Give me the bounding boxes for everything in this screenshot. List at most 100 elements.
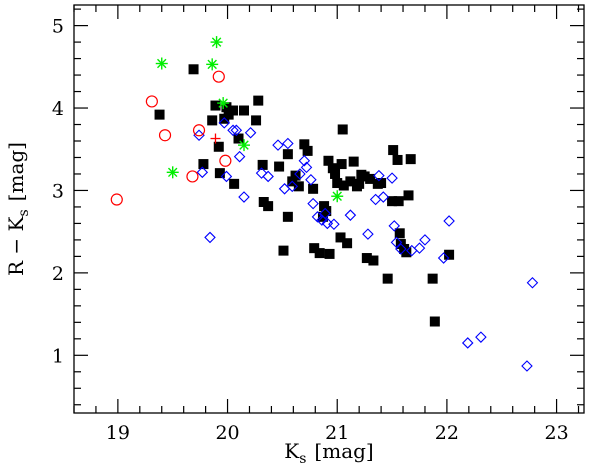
data-point-diamond xyxy=(311,211,324,223)
data-point-square xyxy=(253,95,264,106)
data-point-square xyxy=(354,178,365,189)
data-point-square xyxy=(444,249,455,260)
data-point-square xyxy=(228,105,239,116)
data-point-square xyxy=(299,139,310,150)
data-point-circle xyxy=(219,154,232,167)
data-point-diamond xyxy=(196,166,209,179)
data-point-diamond xyxy=(218,117,231,129)
data-point-square xyxy=(323,155,334,166)
data-point-square xyxy=(257,159,268,170)
data-point-square xyxy=(321,206,332,217)
data-point-diamond xyxy=(419,234,431,246)
data-point-diamond xyxy=(475,331,487,343)
data-point-square xyxy=(282,149,293,160)
data-point-diamond xyxy=(298,155,311,167)
data-point-square xyxy=(213,141,224,152)
data-point-diamond xyxy=(220,170,233,183)
data-point-square xyxy=(290,170,301,181)
data-point-square xyxy=(229,178,240,189)
data-point-square xyxy=(387,196,398,207)
data-point-diamond xyxy=(443,215,455,227)
data-point-diamond xyxy=(230,124,243,137)
data-point-square xyxy=(154,109,165,120)
data-point-diamond xyxy=(227,124,239,137)
data-point-square xyxy=(214,168,225,179)
data-point-square xyxy=(324,248,335,259)
data-point-square xyxy=(263,201,274,212)
x-tick-label: 19 xyxy=(106,422,130,444)
data-point-square xyxy=(394,228,405,239)
data-point-square xyxy=(342,238,353,249)
data-point-diamond xyxy=(255,167,268,179)
data-point-square xyxy=(427,273,438,284)
data-point-square xyxy=(188,64,199,75)
data-point-diamond xyxy=(233,150,246,163)
data-point-square xyxy=(403,190,414,201)
data-point-diamond xyxy=(328,218,340,231)
data-point-square xyxy=(429,316,440,327)
data-point-square xyxy=(337,124,348,135)
data-point-asterisk xyxy=(166,166,179,179)
data-point-square xyxy=(282,211,293,222)
data-points xyxy=(110,36,539,372)
data-point-diamond xyxy=(244,126,257,139)
data-point-diamond xyxy=(282,137,294,150)
data-point-square xyxy=(233,133,244,144)
x-axis-label: Ks [mag] xyxy=(284,439,373,465)
data-point-square xyxy=(314,248,325,259)
data-point-circle xyxy=(158,129,172,142)
axis-ticks xyxy=(73,5,584,413)
y-tick-label: 4 xyxy=(52,98,64,120)
data-point-square xyxy=(388,145,399,156)
data-point-square xyxy=(392,154,403,165)
data-point-diamond xyxy=(413,242,426,254)
data-point-diamond xyxy=(521,360,533,372)
data-point-square xyxy=(348,156,359,167)
data-point-square xyxy=(361,253,372,264)
data-point-square xyxy=(338,180,349,191)
data-point-square xyxy=(332,178,343,189)
data-point-square xyxy=(365,173,376,184)
data-point-square xyxy=(376,178,387,189)
data-point-diamond xyxy=(395,243,407,255)
data-point-square xyxy=(335,232,346,243)
data-point-square xyxy=(251,115,262,126)
data-point-square xyxy=(210,100,221,111)
data-point-diamond xyxy=(437,252,450,264)
data-point-diamond xyxy=(286,180,299,193)
data-point-diamond xyxy=(300,161,313,174)
data-point-square xyxy=(405,154,416,165)
data-point-asterisk xyxy=(210,36,223,49)
data-point-square xyxy=(336,159,347,170)
data-point-square xyxy=(239,105,249,116)
data-point-asterisk xyxy=(217,97,230,110)
data-point-diamond xyxy=(294,168,306,180)
y-tick-label: 5 xyxy=(52,16,64,38)
data-point-diamond xyxy=(386,172,398,184)
x-tick-label: 23 xyxy=(544,422,568,444)
data-point-diamond xyxy=(262,170,274,183)
x-tick-label: 22 xyxy=(435,422,459,444)
data-point-asterisk xyxy=(155,57,168,70)
x-tick-label: 21 xyxy=(325,422,349,444)
data-point-square xyxy=(327,163,338,174)
data-point-diamond xyxy=(319,207,331,220)
data-point-square xyxy=(198,159,209,170)
data-point-circle xyxy=(186,170,199,183)
y-tick-label: 3 xyxy=(52,180,64,202)
data-point-plus xyxy=(210,133,221,144)
data-point-diamond xyxy=(390,236,403,249)
data-point-diamond xyxy=(204,231,216,244)
data-point-asterisk xyxy=(206,58,219,71)
data-point-diamond xyxy=(377,191,390,203)
data-point-asterisk xyxy=(331,190,344,203)
data-point-circle xyxy=(192,124,206,137)
data-point-diamond xyxy=(362,228,374,240)
data-point-square xyxy=(393,196,404,207)
data-point-diamond xyxy=(461,337,474,349)
data-point-diamond xyxy=(272,139,284,151)
data-point-circle xyxy=(110,193,123,206)
data-point-square xyxy=(330,168,341,179)
data-point-square xyxy=(293,181,304,192)
